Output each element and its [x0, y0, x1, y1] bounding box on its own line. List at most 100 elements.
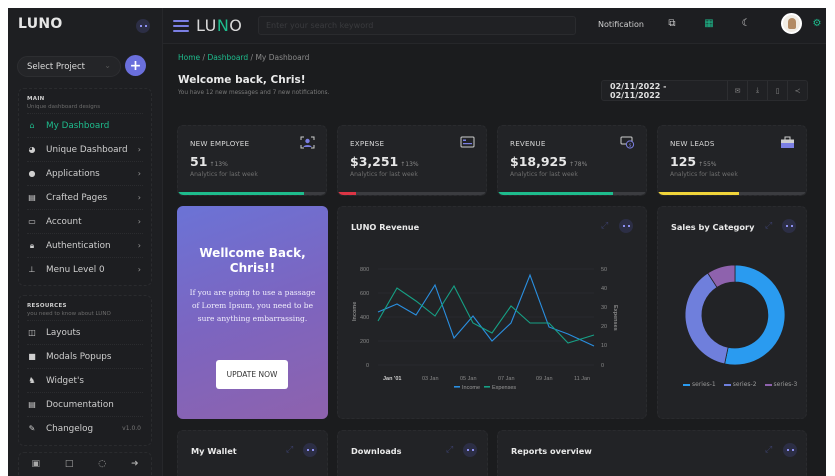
svg-text:200: 200	[360, 339, 369, 345]
sidebar-brand: LUNO	[18, 16, 63, 32]
version-badge: v1.0.0	[122, 425, 141, 432]
sidebar-more-button[interactable]	[136, 19, 150, 33]
svg-text:Income: Income	[352, 302, 358, 321]
card-title: Sales by Category	[671, 222, 755, 232]
project-select-value: Select Project	[27, 62, 86, 72]
user-avatar[interactable]	[781, 13, 802, 34]
sidebar-item-label: Documentation	[46, 399, 114, 410]
settings-gear-icon[interactable]: ⚙	[812, 18, 822, 29]
welcome-promo-card: Wellcome Back, Chris!! If you are going …	[177, 206, 328, 419]
menu-toggle-button[interactable]	[173, 20, 189, 32]
expand-icon[interactable]: ⤢	[446, 445, 454, 455]
svg-text:$: $	[629, 142, 632, 148]
breadcrumb-current: My Dashboard	[255, 53, 310, 62]
sidebar: LUNO Select Project ⌄ + MAIN Unique dash…	[8, 8, 163, 476]
stat-card-new-leads: NEW LEADS 125 ↑55% Analytics for last wee…	[657, 125, 807, 196]
promo-text: If you are going to use a passage of Lor…	[189, 288, 316, 323]
svg-text:10: 10	[601, 343, 607, 349]
stat-progress-bar	[178, 192, 326, 195]
download-button[interactable]: ⤓	[747, 81, 767, 100]
chevron-right-icon: ›	[137, 241, 141, 250]
sidebar-item-crafted-pages[interactable]: ▤ Crafted Pages ›	[27, 185, 143, 209]
sidebar-item-widgets[interactable]: ♞ Widget's	[27, 368, 143, 392]
stat-value: 125 ↑55%	[670, 154, 717, 169]
legend-series-2[interactable]: series-2	[723, 381, 757, 388]
date-range-toolbar: 02/11/2022 - 02/11/2022 ✉ ⤓ ▯ ≺	[601, 80, 808, 101]
briefcase-icon	[781, 136, 794, 148]
update-now-button[interactable]: UPDATE NOW	[216, 360, 288, 389]
card-more-button[interactable]	[782, 219, 796, 233]
expand-icon[interactable]: ⤢	[765, 221, 773, 231]
email-button[interactable]: ✉	[727, 81, 747, 100]
stat-progress-bar	[498, 192, 646, 195]
sidebar-item-modals-popups[interactable]: ■ Modals Popups	[27, 344, 143, 368]
expand-icon[interactable]: ⤢	[765, 445, 773, 455]
user-scan-icon	[300, 136, 315, 149]
expand-icon[interactable]: ⤢	[601, 221, 609, 231]
logout-icon[interactable]: ➜	[131, 459, 139, 469]
sidebar-item-applications[interactable]: ● Applications ›	[27, 161, 143, 185]
header-logo: LUNO	[196, 16, 243, 35]
note-icon[interactable]: □	[64, 459, 74, 469]
card-more-button[interactable]	[783, 443, 797, 457]
sidebar-item-account[interactable]: ▭ Account ›	[27, 209, 143, 233]
breadcrumb-dashboard[interactable]: Dashboard	[207, 53, 249, 62]
project-select[interactable]: Select Project ⌄	[17, 56, 121, 77]
svg-text:Income: Income	[462, 385, 480, 391]
legend-series-3[interactable]: series-3	[764, 381, 797, 388]
chevron-right-icon: ›	[137, 169, 141, 178]
language-icon[interactable]: ⧉	[668, 18, 676, 29]
apps-grid-icon[interactable]: ▦	[704, 18, 714, 29]
sidebar-item-my-dashboard[interactable]: ⌂ My Dashboard	[27, 113, 143, 137]
stat-subtext: Analytics for last week	[190, 171, 258, 178]
card-more-button[interactable]	[619, 219, 633, 233]
svg-text:09 Jan: 09 Jan	[536, 376, 553, 382]
sidebar-item-documentation[interactable]: ▤ Documentation	[27, 392, 143, 416]
sidebar-item-changelog[interactable]: ✎ Changelog v1.0.0	[27, 416, 143, 440]
stat-subtext: Analytics for last week	[510, 171, 578, 178]
page-subtitle: You have 12 new messages and 7 new notif…	[178, 90, 330, 96]
svg-text:03 Jan: 03 Jan	[422, 376, 439, 382]
svg-text:400: 400	[360, 315, 369, 321]
stat-label: NEW EMPLOYEE	[190, 139, 250, 148]
breadcrumb-home[interactable]: Home	[178, 53, 201, 62]
chat-icon[interactable]: ◌	[98, 459, 107, 469]
plus-icon: +	[129, 57, 142, 74]
stat-label: NEW LEADS	[670, 139, 715, 148]
envelope-icon: ✉	[734, 86, 741, 95]
card-title: LUNO Revenue	[351, 222, 420, 232]
add-project-button[interactable]: +	[125, 55, 146, 76]
svg-text:07 Jan: 07 Jan	[498, 376, 515, 382]
date-range-picker[interactable]: 02/11/2022 - 02/11/2022	[610, 81, 667, 100]
stat-progress-bar	[338, 192, 486, 195]
dark-mode-icon[interactable]: ☾	[741, 18, 751, 29]
svg-text:20: 20	[601, 324, 607, 330]
donut-legend: series-1 series-2 series-3	[683, 381, 797, 388]
expand-icon[interactable]: ⤢	[286, 445, 294, 455]
calendar-icon[interactable]: ▣	[31, 459, 40, 469]
sidebar-item-authentication[interactable]: 🔒︎ Authentication ›	[27, 233, 143, 257]
sidebar-item-label: Unique Dashboard	[46, 144, 128, 155]
sidebar-item-unique-dashboard[interactable]: ◕ Unique Dashboard ›	[27, 137, 143, 161]
stat-progress-bar	[658, 192, 806, 195]
stat-subtext: Analytics for last week	[350, 171, 418, 178]
chevron-right-icon: ›	[137, 217, 141, 226]
sidebar-item-layouts[interactable]: ◫ Layouts	[27, 320, 143, 344]
notification-link[interactable]: Notification	[598, 20, 644, 29]
stat-value: $18,925 ↑78%	[510, 154, 588, 169]
pdf-button[interactable]: ▯	[767, 81, 787, 100]
svg-text:0: 0	[601, 363, 604, 369]
resources-nav-group: RESOURCES you need to know about LUNO ◫ L…	[18, 295, 152, 446]
invoice-icon	[460, 136, 475, 148]
sidebar-item-label: Menu Level 0	[46, 264, 105, 275]
columns-icon: ◫	[28, 328, 36, 337]
share-button[interactable]: ≺	[787, 81, 807, 100]
resources-group-title: RESOURCES	[27, 303, 67, 309]
sidebar-item-menu-level-0[interactable]: ⊥ Menu Level 0 ›	[27, 257, 143, 281]
card-more-button[interactable]	[303, 443, 317, 457]
svg-text:600: 600	[360, 291, 369, 297]
search-input[interactable]: Enter your search keyword	[258, 16, 576, 35]
card-more-button[interactable]	[463, 443, 477, 457]
stat-label: EXPENSE	[350, 139, 385, 148]
legend-series-1[interactable]: series-1	[683, 381, 716, 388]
